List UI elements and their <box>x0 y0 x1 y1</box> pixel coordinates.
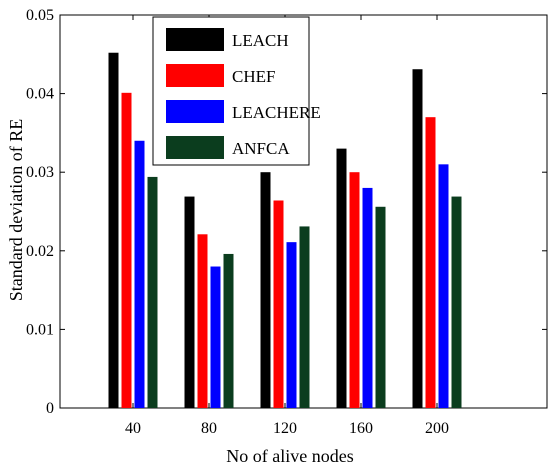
legend-label-anfca: ANFCA <box>232 139 290 158</box>
bar-anfca-200 <box>451 196 462 408</box>
y-axis-label: Standard deviation of RE <box>6 119 26 301</box>
bar-leach-80 <box>184 196 195 408</box>
x-tick-label: 120 <box>273 420 297 437</box>
bar-leach-160 <box>336 148 347 408</box>
y-tick-label: 0.04 <box>26 86 54 103</box>
x-tick-label: 160 <box>349 420 373 437</box>
x-tick-label: 80 <box>201 420 217 437</box>
bar-anfca-120 <box>299 226 310 408</box>
bar-anfca-40 <box>147 176 158 408</box>
legend-label-leachere: LEACHERE <box>232 103 321 122</box>
legend-swatch-leach <box>166 28 224 51</box>
bar-leachere-120 <box>286 242 297 408</box>
bar-chef-200 <box>425 117 436 409</box>
bar-chef-160 <box>349 172 360 408</box>
x-axis-ticks: 40 80 120 160 200 <box>125 15 449 437</box>
bar-leach-200 <box>412 69 423 408</box>
legend-swatch-anfca <box>166 136 224 159</box>
bar-anfca-80 <box>223 253 234 408</box>
bar-leach-120 <box>260 172 271 408</box>
bar-leachere-160 <box>362 187 373 408</box>
legend-swatch-chef <box>166 64 224 87</box>
legend: LEACH CHEF LEACHERE ANFCA <box>152 16 321 166</box>
bar-anfca-160 <box>375 206 386 408</box>
bar-chef-120 <box>273 200 284 408</box>
legend-swatch-leachere <box>166 100 224 123</box>
y-tick-label: 0.01 <box>26 321 54 338</box>
y-tick-label: 0.02 <box>26 243 54 260</box>
bars-group <box>108 52 462 409</box>
x-tick-label: 40 <box>125 420 141 437</box>
y-tick-label: 0 <box>46 400 54 417</box>
legend-label-leach: LEACH <box>232 31 289 50</box>
bar-chef-80 <box>197 234 208 408</box>
x-axis-label: No of alive nodes <box>226 446 353 466</box>
bar-leachere-80 <box>210 266 221 408</box>
y-axis-ticks: 0 0.01 0.02 0.03 0.04 0.05 <box>26 7 547 417</box>
bar-leach-40 <box>108 52 119 409</box>
bar-leachere-200 <box>438 164 449 408</box>
bar-leachere-40 <box>134 140 145 408</box>
legend-label-chef: CHEF <box>232 67 275 86</box>
x-tick-label: 200 <box>425 420 449 437</box>
y-tick-label: 0.03 <box>26 164 54 181</box>
bar-chef-40 <box>121 92 132 409</box>
y-tick-label: 0.05 <box>26 7 54 24</box>
